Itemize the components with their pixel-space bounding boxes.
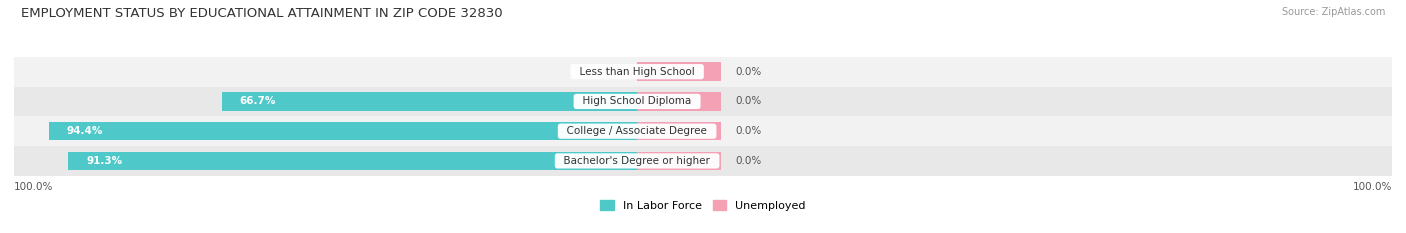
Text: High School Diploma: High School Diploma [576,96,697,106]
Legend: In Labor Force, Unemployed: In Labor Force, Unemployed [596,196,810,215]
Text: College / Associate Degree: College / Associate Degree [561,126,714,136]
Text: 100.0%: 100.0% [14,182,53,192]
Bar [222,92,637,111]
Bar [637,62,721,81]
Text: 0.0%: 0.0% [605,67,631,77]
Text: 0.0%: 0.0% [735,67,762,77]
Bar [637,122,721,140]
Text: 0.0%: 0.0% [735,156,762,166]
Bar [14,86,1392,116]
Bar [14,57,1392,86]
Text: 0.0%: 0.0% [735,126,762,136]
Bar [637,92,721,111]
Text: 91.3%: 91.3% [86,156,122,166]
Text: 66.7%: 66.7% [239,96,276,106]
Bar [49,122,637,140]
Text: 100.0%: 100.0% [1353,182,1392,192]
Text: EMPLOYMENT STATUS BY EDUCATIONAL ATTAINMENT IN ZIP CODE 32830: EMPLOYMENT STATUS BY EDUCATIONAL ATTAINM… [21,7,503,20]
Bar [69,152,637,170]
Text: Less than High School: Less than High School [574,67,702,77]
Text: 94.4%: 94.4% [67,126,103,136]
Bar [14,146,1392,176]
Text: Source: ZipAtlas.com: Source: ZipAtlas.com [1281,7,1385,17]
Bar [637,152,721,170]
Bar [14,116,1392,146]
Text: 0.0%: 0.0% [735,96,762,106]
Text: Bachelor's Degree or higher: Bachelor's Degree or higher [557,156,717,166]
